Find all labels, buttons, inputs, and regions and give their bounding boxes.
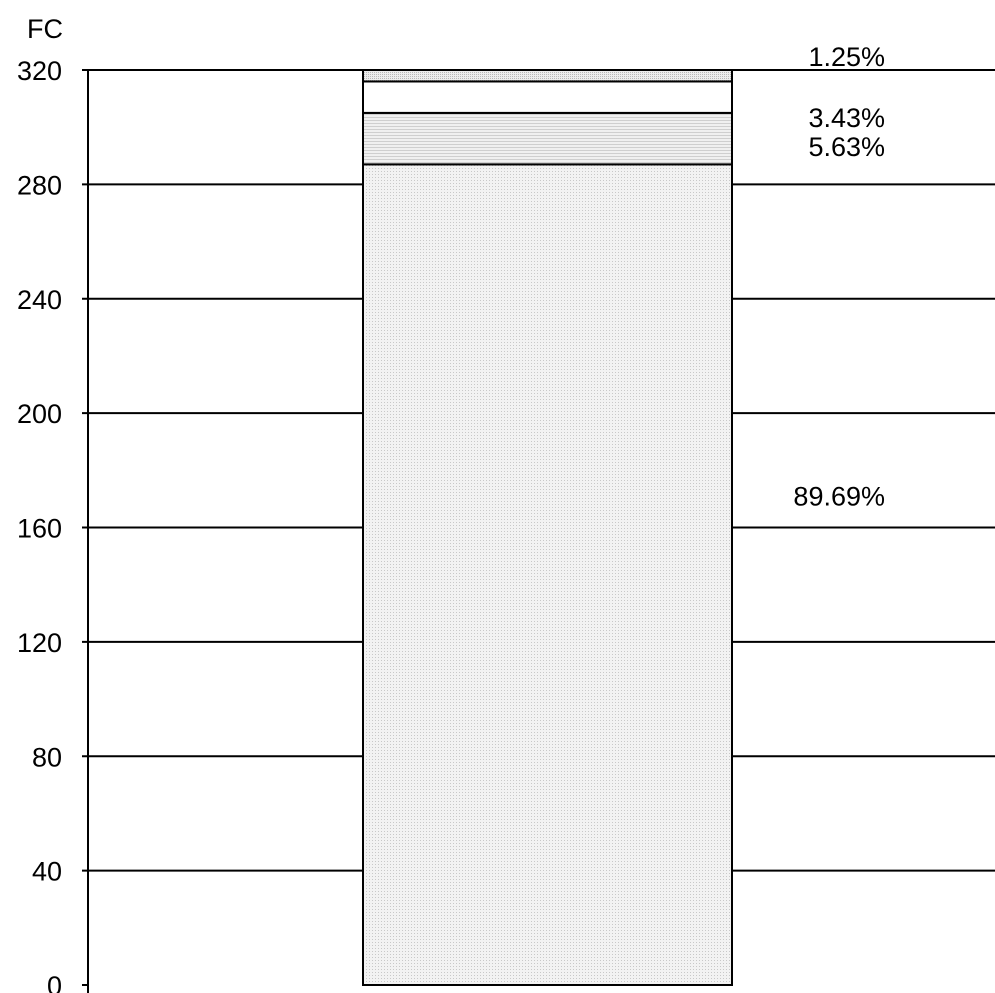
y-tick-label-280: 280 xyxy=(17,170,62,200)
y-tick-label-80: 80 xyxy=(32,742,62,772)
segment-label-4: 1.25% xyxy=(808,42,885,72)
y-tick-label-320: 320 xyxy=(17,56,62,86)
y-tick-label-160: 160 xyxy=(17,514,62,544)
bar-segment-2 xyxy=(362,111,733,166)
segment-label-1: 89.69% xyxy=(793,482,885,512)
bar-segment-3 xyxy=(362,80,733,114)
segment-labels: 89.69% 5.63%3.43% 1.25% xyxy=(793,42,885,512)
bar-segment-1 xyxy=(362,163,733,986)
bar-stack xyxy=(362,69,733,986)
segment-label-3: 3.43% xyxy=(808,103,885,133)
bar-segment-4 xyxy=(362,69,733,83)
y-tick-label-0: 0 xyxy=(47,971,62,993)
y-tick-label-120: 120 xyxy=(17,628,62,658)
y-tick-label-40: 40 xyxy=(32,857,62,887)
y-axis-label: FC xyxy=(27,14,63,44)
y-axis: 0 40 80 120 160 200 240 280 320 xyxy=(17,56,89,993)
segment-label-2: 5.63% xyxy=(808,132,885,162)
y-tick-label-240: 240 xyxy=(17,285,62,315)
y-tick-label-200: 200 xyxy=(17,399,62,429)
